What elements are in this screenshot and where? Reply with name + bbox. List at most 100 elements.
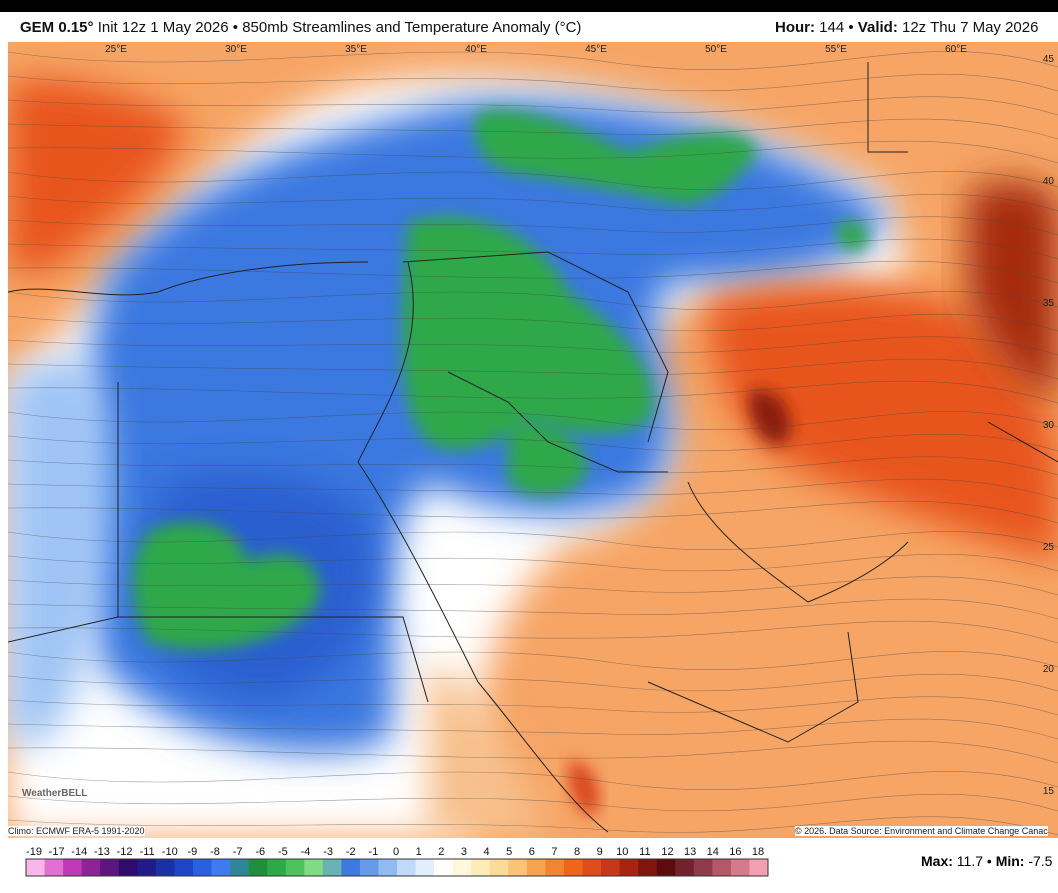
latitude-label: 40 bbox=[1043, 176, 1055, 187]
streamline bbox=[8, 433, 1058, 452]
colorbar-swatch bbox=[693, 859, 713, 876]
model: GEM 0.15° bbox=[20, 19, 94, 36]
colorbar-swatch bbox=[749, 859, 769, 876]
colorbar-label: -14 bbox=[71, 846, 87, 858]
colorbar-swatch bbox=[155, 859, 175, 876]
colorbar-swatch bbox=[341, 859, 361, 876]
temperature-region bbox=[474, 110, 758, 205]
colorbar-label: 18 bbox=[752, 846, 764, 858]
min: -7.5 bbox=[1028, 853, 1053, 869]
colorbar-label: 2 bbox=[438, 846, 444, 858]
latitude-label: 35 bbox=[1043, 298, 1055, 309]
title: Init 12z 1 May 2026 • 850mb Streamlines … bbox=[97, 19, 582, 36]
colorbar-label: -10 bbox=[162, 846, 178, 858]
colorbar-swatch bbox=[192, 859, 212, 876]
streamline bbox=[8, 291, 1058, 311]
colorbar-swatch bbox=[118, 859, 138, 876]
colorbar-swatch bbox=[397, 859, 417, 876]
longitude-label: 35°E bbox=[345, 44, 367, 55]
colorbar-label: -1 bbox=[368, 846, 378, 858]
border-line bbox=[8, 261, 369, 296]
map-layer bbox=[8, 42, 1058, 838]
map: 25°E 30°E 35°E 40°E 45°E 50°E 55°E 60°E 45 40 35 30… bbox=[8, 42, 1058, 838]
colorbar-swatch bbox=[601, 859, 621, 876]
colorbar-swatch bbox=[26, 859, 46, 876]
colorbar-swatch bbox=[730, 859, 750, 876]
colorbar-label: 5 bbox=[506, 846, 512, 858]
streamline bbox=[8, 51, 1058, 71]
header-left: GEM 0.15° Init 12z 1 May 2026 • 850mb St… bbox=[20, 19, 581, 36]
colorbar-label: 6 bbox=[529, 846, 535, 858]
border-line bbox=[402, 251, 669, 443]
colorbar-swatch bbox=[675, 859, 695, 876]
colorbar-label: 14 bbox=[707, 846, 719, 858]
colorbar-label: -4 bbox=[301, 846, 311, 858]
colorbar-swatch bbox=[211, 859, 231, 876]
temperature-region bbox=[748, 390, 791, 445]
colorbar-label: 3 bbox=[461, 846, 467, 858]
colorbar-label: -2 bbox=[346, 846, 356, 858]
longitude-label: 45°E bbox=[585, 44, 607, 55]
latitude-label: 20 bbox=[1043, 664, 1055, 675]
colorbar-swatch bbox=[712, 859, 732, 876]
temperature-region bbox=[836, 221, 869, 252]
streamline bbox=[8, 73, 1058, 92]
border-line bbox=[118, 616, 429, 703]
colorbar: -19 -17 -14 -13 -12 -11 -10 -9 -8 -7 -6 -5 -4 -3 -2 -1 0… bbox=[25, 846, 769, 877]
streamline bbox=[8, 673, 1058, 692]
streamline bbox=[8, 576, 1058, 596]
temperature-region bbox=[402, 216, 654, 451]
streamline bbox=[8, 531, 1058, 551]
streamline bbox=[8, 816, 1058, 836]
temperature-region bbox=[428, 662, 548, 838]
colorbar-swatch bbox=[619, 859, 639, 876]
border-line bbox=[987, 421, 1058, 463]
streamline bbox=[8, 193, 1058, 212]
streamline bbox=[8, 651, 1058, 671]
colorbar-swatch bbox=[137, 859, 157, 876]
latitude-label: 30 bbox=[1043, 420, 1055, 431]
colorbar-label: -13 bbox=[94, 846, 110, 858]
streamline bbox=[8, 238, 1058, 260]
colorbar-label: 1 bbox=[416, 846, 422, 858]
colorbar-swatch bbox=[415, 859, 435, 876]
longitude-label: 55°E bbox=[825, 44, 847, 55]
colorbar-swatch bbox=[81, 859, 101, 876]
colorbar-swatch bbox=[526, 859, 546, 876]
colorbar-frame bbox=[25, 858, 769, 877]
colorbar-swatch bbox=[359, 859, 379, 876]
colorbar-label: 7 bbox=[551, 846, 557, 858]
streamline bbox=[8, 793, 1058, 812]
colorbar-swatch bbox=[63, 859, 83, 876]
latitude-label: 15 bbox=[1043, 786, 1055, 797]
colorbar-swatch bbox=[100, 859, 120, 876]
latitude-label: 25 bbox=[1043, 542, 1055, 553]
streamline bbox=[8, 771, 1058, 791]
streamline bbox=[8, 140, 1058, 164]
temperature-region bbox=[568, 761, 599, 815]
streamline bbox=[8, 500, 1058, 524]
streamline bbox=[8, 118, 1058, 140]
colorbar-label: 11 bbox=[639, 846, 650, 858]
colorbar-label: -19 bbox=[26, 846, 42, 858]
max-label: Max: bbox=[921, 853, 953, 869]
colorbar-swatch bbox=[322, 859, 342, 876]
credit: © 2026. Data Source: Environment and Cli… bbox=[795, 826, 1048, 836]
streamline bbox=[8, 740, 1058, 764]
colorbar-label: 9 bbox=[597, 846, 603, 858]
colorbar-label: -11 bbox=[140, 846, 155, 858]
colorbar-label: -8 bbox=[210, 846, 220, 858]
temperature-region bbox=[508, 420, 588, 496]
streamline bbox=[8, 478, 1058, 500]
colorbar-label: 13 bbox=[684, 846, 696, 858]
border-line bbox=[687, 481, 909, 603]
streamline bbox=[8, 216, 1058, 236]
colorbar-swatch bbox=[44, 859, 64, 876]
streamline bbox=[8, 171, 1058, 191]
colorbar-swatch bbox=[304, 859, 324, 876]
max: 11.7 • bbox=[956, 853, 992, 869]
streamline bbox=[8, 336, 1058, 356]
streamline bbox=[8, 260, 1058, 284]
valid-label: Valid: bbox=[857, 19, 898, 36]
